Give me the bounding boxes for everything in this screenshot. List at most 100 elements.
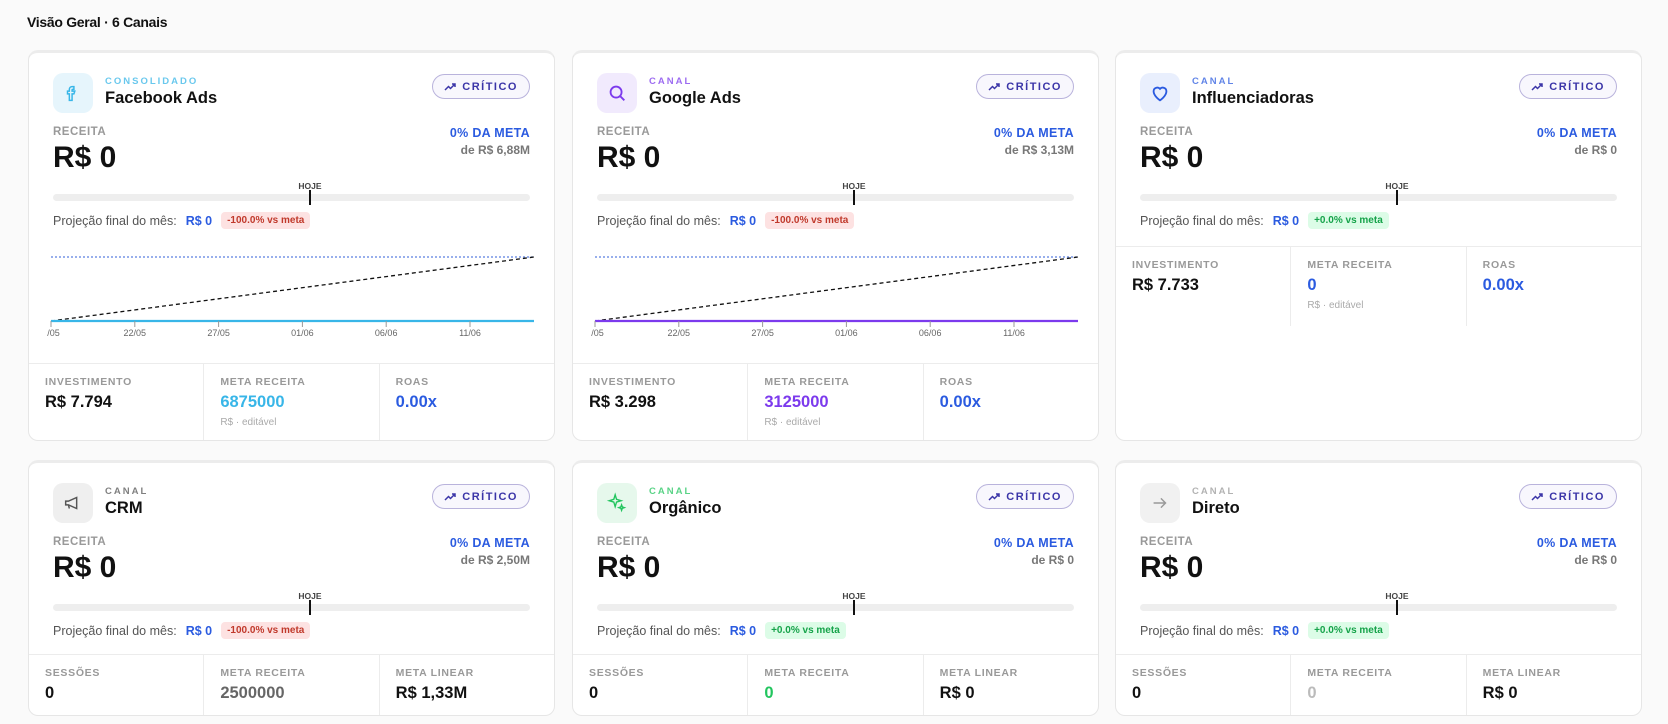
stat-cell: META RECEITA 3125000 R$ · editável (747, 364, 922, 440)
projection-value: R$ 0 (729, 623, 757, 638)
status-text: CRÍTICO (1006, 80, 1062, 93)
mini-chart: 7/05 22/05 27/05 01/06 06/06 11/06 (591, 256, 1079, 338)
goal-value: de R$ 3,13M (1004, 143, 1074, 157)
today-marker (853, 190, 855, 205)
linear-goal-line (594, 256, 1079, 322)
channel-icon (597, 73, 637, 113)
stat-label: META RECEITA (1307, 667, 1393, 679)
status-text: CRÍTICO (1549, 490, 1605, 503)
channel-icon (1140, 483, 1180, 523)
projection: Projeção final do mês: R$ 0 -100.0% vs met… (53, 622, 311, 639)
projection-value: R$ 0 (1272, 623, 1300, 638)
status-badge: CRÍTICO (1519, 484, 1617, 509)
today-marker (1396, 190, 1398, 205)
stat-value: 0 (1132, 684, 1142, 702)
channel-icon (53, 483, 93, 523)
goal-percent: 0% DA META (993, 536, 1074, 550)
projection-value: R$ 0 (1272, 213, 1300, 228)
stat-label: META LINEAR (395, 667, 474, 679)
goal-percent: 0% DA META (449, 536, 530, 550)
stat-label: META RECEITA (764, 667, 850, 679)
status-badge: CRÍTICO (432, 74, 530, 99)
stat-label: INVESTIMENTO (45, 376, 132, 388)
today-label: HOJE (1385, 181, 1409, 191)
revenue-label: RECEITA (597, 126, 651, 138)
progress-track (53, 194, 530, 201)
x-tick-label: 01/06 (291, 328, 314, 338)
goal-value: de R$ 6,88M (460, 143, 530, 157)
x-tick-label: 22/05 (124, 328, 147, 338)
status-text: CRÍTICO (462, 490, 518, 503)
stat-label: SESSÕES (1132, 667, 1188, 679)
today-label: HOJE (842, 591, 866, 601)
stat-cell: META RECEITA 0 (1290, 655, 1465, 715)
stat-cell: INVESTIMENTO R$ 3.298 (573, 364, 747, 440)
stat-label: ROAS (1482, 259, 1516, 271)
goal-value: de R$ 2,50M (460, 553, 530, 567)
revenue-value: R$ 0 (1140, 141, 1204, 174)
projection-label: Projeção final do mês: (1140, 213, 1264, 228)
channel-card: CANAL Direto CRÍTICO RECEITA R$ 0 0% DA META d… (1115, 460, 1642, 716)
projection: Projeção final do mês: R$ 0 +0.0% vs meta (1140, 212, 1389, 229)
stat-note: R$ · editável (764, 417, 821, 428)
stat-value: R$ 3.298 (589, 393, 656, 411)
x-tick-label: 22/05 (668, 328, 691, 338)
x-tick-label: 7/05 (47, 328, 60, 338)
linear-goal-line (50, 256, 535, 322)
x-tick-label: 06/06 (919, 328, 942, 338)
stats-row: SESSÕES 0 META RECEITA 0 META LINEAR R$ 0 (1116, 654, 1641, 715)
stat-cell: ROAS 0.00x (922, 364, 1098, 440)
goal-value: de R$ 0 (1574, 553, 1617, 567)
projection: Projeção final do mês: R$ 0 -100.0% vs met… (53, 212, 311, 229)
channel-tag: CANAL (105, 486, 149, 497)
stat-value: 6875000 (220, 393, 285, 411)
projection-label: Projeção final do mês: (597, 623, 721, 638)
revenue-label: RECEITA (53, 126, 107, 138)
stat-cell: SESSÕES 0 (1116, 655, 1290, 715)
today-label: HOJE (842, 181, 866, 191)
channel-card: CANAL Google Ads CRÍTICO RECEITA R$ 0 0% DA M… (572, 50, 1099, 441)
goal-percent: 0% DA META (1536, 126, 1617, 140)
stats-row: INVESTIMENTO R$ 7.794 META RECEITA 6875000 R… (29, 363, 554, 440)
stat-value: 0 (45, 684, 55, 702)
progress-track (597, 194, 1074, 201)
stat-label: META RECEITA (220, 667, 306, 679)
today-label: HOJE (298, 181, 322, 191)
stats-row: INVESTIMENTO R$ 7.733 META RECEITA 0 R$ · ed… (1116, 246, 1641, 326)
stat-label: META RECEITA (764, 376, 850, 388)
stats-row: SESSÕES 0 META RECEITA 2500000 META LINEAR R$… (29, 654, 554, 715)
stat-label: META RECEITA (1307, 259, 1393, 271)
today-marker (309, 190, 311, 205)
x-tick-label: 06/06 (375, 328, 398, 338)
goal-value: de R$ 0 (1031, 553, 1074, 567)
stat-label: ROAS (939, 376, 973, 388)
projection-label: Projeção final do mês: (53, 623, 177, 638)
stat-label: SESSÕES (589, 667, 645, 679)
projection-label: Projeção final do mês: (1140, 623, 1264, 638)
stat-value: 0 (1307, 684, 1317, 702)
x-tick-label: 01/06 (835, 328, 858, 338)
projection-delta: +0.0% vs meta (1308, 212, 1389, 229)
x-tick-label: 27/05 (207, 328, 230, 338)
revenue-value: R$ 0 (1140, 551, 1204, 584)
stat-cell: META RECEITA 0 R$ · editável (1290, 247, 1465, 326)
today-label: HOJE (1385, 591, 1409, 601)
stat-label: INVESTIMENTO (1132, 259, 1219, 271)
stat-cell: INVESTIMENTO R$ 7.733 (1116, 247, 1290, 326)
page-title: Visão Geral · 6 Canais (27, 14, 168, 30)
stat-value: R$ 0 (939, 684, 975, 702)
revenue-value: R$ 0 (597, 551, 661, 584)
revenue-value: R$ 0 (53, 141, 117, 174)
projection-value: R$ 0 (729, 213, 757, 228)
stat-cell: SESSÕES 0 (573, 655, 747, 715)
stat-value: 3125000 (764, 393, 829, 411)
progress-track (1140, 194, 1617, 201)
progress-track (53, 604, 530, 611)
channel-name: Orgânico (649, 499, 722, 517)
today-marker (1396, 600, 1398, 615)
status-badge: CRÍTICO (1519, 74, 1617, 99)
projection: Projeção final do mês: R$ 0 -100.0% vs met… (597, 212, 855, 229)
projection-delta: +0.0% vs meta (1308, 622, 1389, 639)
today-marker (309, 600, 311, 615)
